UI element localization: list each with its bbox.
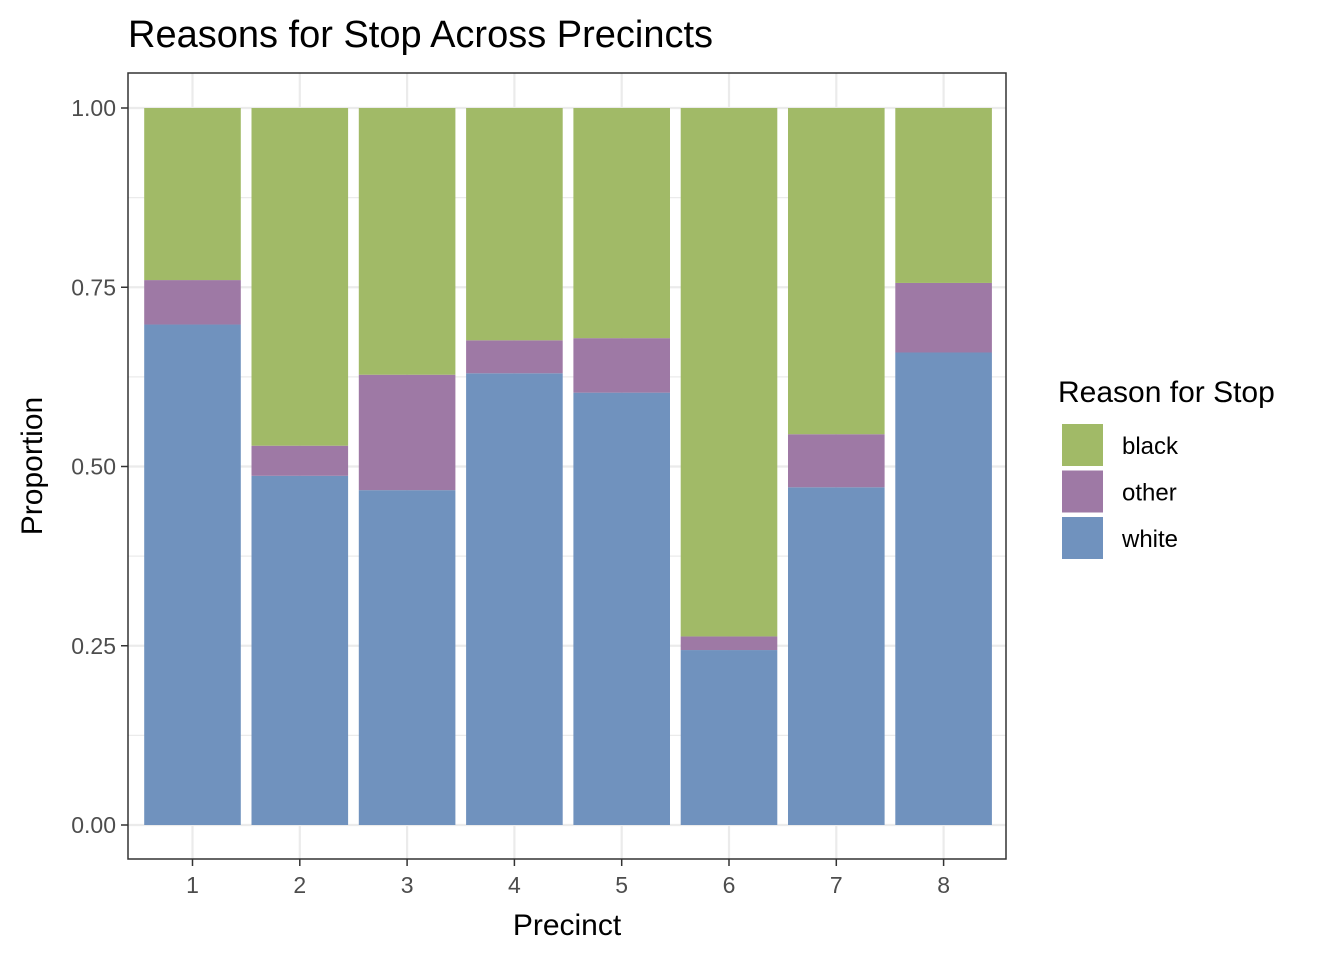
x-axis-title: Precinct [513,909,622,942]
bar-other-precinct-3 [358,374,456,491]
bar-black-precinct-6 [680,108,778,637]
bar-black-precinct-2 [251,108,349,446]
bar-black-precinct-5 [573,108,670,339]
x-tick-label-5: 5 [615,872,628,898]
y-tick-label: 0.50 [71,454,116,480]
bar-white-precinct-8 [895,352,992,825]
legend-label-white: white [1121,526,1178,553]
bar-other-precinct-4 [466,340,563,374]
y-tick-label: 0.25 [71,633,116,659]
bar-other-precinct-8 [895,282,992,353]
bar-black-precinct-3 [358,108,456,375]
bar-other-precinct-5 [573,338,670,393]
x-axis: 1 2 3 4 5 6 7 8 [186,859,950,898]
bar-white-precinct-4 [466,373,563,825]
x-tick-label-6: 6 [723,872,736,898]
bar-white-precinct-7 [788,487,885,825]
x-tick-label-3: 3 [401,872,414,898]
bar-white-precinct-3 [358,490,456,825]
x-tick-label-4: 4 [508,872,521,898]
legend-key-black [1062,424,1103,466]
bar-white-precinct-1 [144,324,241,825]
bar-black-precinct-4 [466,108,563,341]
bar-white-precinct-2 [251,475,349,825]
x-tick-label-7: 7 [830,872,843,898]
legend-key-other [1062,470,1103,513]
y-tick-label: 1.00 [71,95,116,121]
legend: Reason for Stop black other white [1058,376,1275,559]
y-axis-title: Proportion [16,397,49,535]
bar-white-precinct-5 [573,392,670,825]
bar-black-precinct-8 [895,108,992,283]
x-tick-label-2: 2 [293,872,306,898]
bar-other-precinct-2 [251,445,349,476]
y-tick-label: 0.00 [71,812,116,838]
y-tick-label: 0.75 [71,274,116,300]
legend-title: Reason for Stop [1058,376,1275,409]
chart-title: Reasons for Stop Across Precincts [128,14,713,56]
bars [144,108,992,825]
x-tick-label-1: 1 [186,872,199,898]
bar-other-precinct-1 [144,280,241,325]
bar-black-precinct-1 [144,108,241,281]
bar-black-precinct-7 [788,108,885,435]
legend-key-white [1062,517,1103,559]
legend-label-black: black [1122,433,1179,460]
bar-white-precinct-6 [680,650,778,825]
x-tick-label-8: 8 [937,872,950,898]
bar-other-precinct-6 [680,636,778,651]
legend-label-other: other [1122,480,1177,507]
y-axis: 0.00 0.25 0.50 0.75 1.00 [71,95,128,838]
bar-other-precinct-7 [788,434,885,488]
